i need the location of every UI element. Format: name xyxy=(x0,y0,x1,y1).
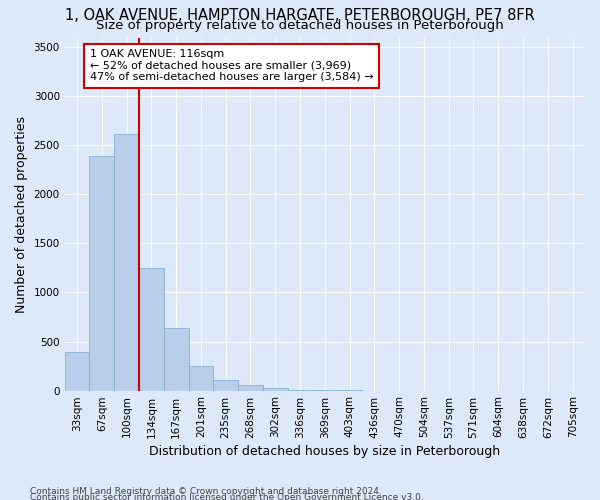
Bar xyxy=(188,366,214,390)
Bar xyxy=(263,388,287,390)
X-axis label: Distribution of detached houses by size in Peterborough: Distribution of detached houses by size … xyxy=(149,444,500,458)
Bar xyxy=(65,352,89,391)
Bar xyxy=(139,268,164,390)
Bar xyxy=(164,328,188,390)
Bar xyxy=(238,384,263,390)
Bar xyxy=(214,380,238,390)
Text: 1, OAK AVENUE, HAMPTON HARGATE, PETERBOROUGH, PE7 8FR: 1, OAK AVENUE, HAMPTON HARGATE, PETERBOR… xyxy=(65,8,535,22)
Text: Contains HM Land Registry data © Crown copyright and database right 2024.: Contains HM Land Registry data © Crown c… xyxy=(30,488,382,496)
Y-axis label: Number of detached properties: Number of detached properties xyxy=(15,116,28,312)
Bar xyxy=(114,134,139,390)
Text: 1 OAK AVENUE: 116sqm
← 52% of detached houses are smaller (3,969)
47% of semi-de: 1 OAK AVENUE: 116sqm ← 52% of detached h… xyxy=(90,50,374,82)
Text: Size of property relative to detached houses in Peterborough: Size of property relative to detached ho… xyxy=(96,19,504,32)
Text: Contains public sector information licensed under the Open Government Licence v3: Contains public sector information licen… xyxy=(30,494,424,500)
Bar xyxy=(89,156,114,390)
